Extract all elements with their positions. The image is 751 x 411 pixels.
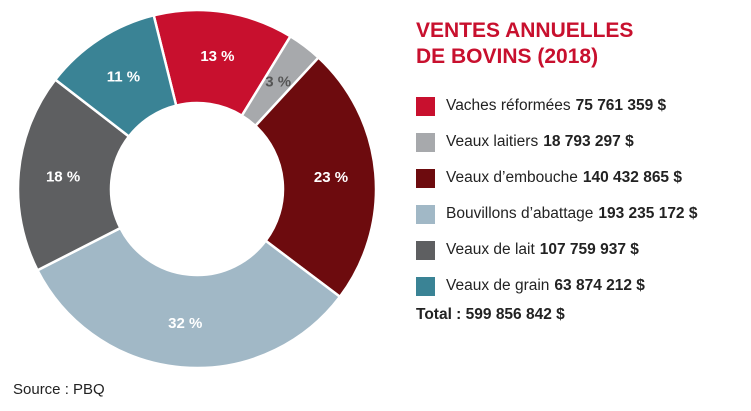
legend-swatch bbox=[416, 168, 435, 188]
legend-item-bouvillons-abattage: Bouvillons d’abattage 193 235 172 $ bbox=[416, 196, 746, 232]
legend-swatch bbox=[416, 204, 435, 224]
donut-slice-veaux-de-lait bbox=[16, 77, 131, 272]
legend-item-veaux-de-lait: Veaux de lait 107 759 937 $ bbox=[416, 232, 746, 268]
chart-title-line-1: VENTES ANNUELLES bbox=[416, 19, 634, 42]
percent-label-veaux-d-embouche: 23 % bbox=[314, 169, 348, 186]
legend-label: Veaux de lait bbox=[446, 241, 535, 258]
chart-title: VENTES ANNUELLES DE BOVINS (2018) bbox=[416, 18, 633, 70]
legend-swatch bbox=[416, 276, 435, 296]
legend-value: 193 235 172 $ bbox=[598, 205, 698, 222]
legend-item-veaux-de-grain: Veaux de grain 63 874 212 $ bbox=[416, 268, 746, 304]
legend: Vaches réformées 75 761 359 $ Veaux lait… bbox=[416, 88, 746, 324]
legend-label: Veaux laitiers bbox=[446, 133, 539, 150]
legend-swatch bbox=[416, 96, 435, 116]
percent-label-veaux-de-grain: 11 % bbox=[107, 68, 140, 85]
legend-value: 107 759 937 $ bbox=[539, 241, 639, 258]
donut-slice-veaux-d-embouche bbox=[253, 55, 378, 299]
donut-slice-bouvillons-d-abattage bbox=[35, 226, 342, 370]
legend-item-vaches-reformees: Vaches réformées 75 761 359 $ bbox=[416, 88, 746, 124]
legend-swatch bbox=[416, 132, 435, 152]
percent-label-veaux-laitiers: 3 % bbox=[265, 74, 291, 91]
legend-label: Bouvillons d’abattage bbox=[446, 205, 594, 222]
legend-value: 63 874 212 $ bbox=[554, 277, 645, 294]
legend-label: Veaux de grain bbox=[446, 277, 550, 294]
legend-value: 75 761 359 $ bbox=[575, 97, 667, 114]
legend-item-veaux-laitiers: Veaux laitiers 18 793 297 $ bbox=[416, 124, 746, 160]
legend-value: 140 432 865 $ bbox=[582, 169, 682, 186]
legend-item-veaux-embouche: Veaux d’embouche 140 432 865 $ bbox=[416, 160, 746, 196]
source-note: Source : PBQ bbox=[13, 381, 105, 398]
chart-title-line-2: DE BOVINS (2018) bbox=[416, 45, 599, 68]
donut-slice-veaux-de-grain bbox=[53, 13, 178, 139]
percent-label-bouvillons-d-abattage: 32 % bbox=[168, 315, 202, 332]
legend-value: 18 793 297 $ bbox=[543, 133, 634, 150]
donut-chart: 13 % 3 % 23 % 32 % 18 % 11 % bbox=[16, 8, 378, 370]
total-label: Total : 599 856 842 $ bbox=[416, 306, 565, 323]
percent-label-vaches-reformees: 13 % bbox=[200, 48, 234, 65]
legend-label: Veaux d’embouche bbox=[446, 169, 578, 186]
legend-swatch bbox=[416, 240, 435, 260]
legend-label: Vaches réformées bbox=[446, 97, 571, 114]
percent-label-veaux-de-lait: 18 % bbox=[46, 169, 80, 186]
